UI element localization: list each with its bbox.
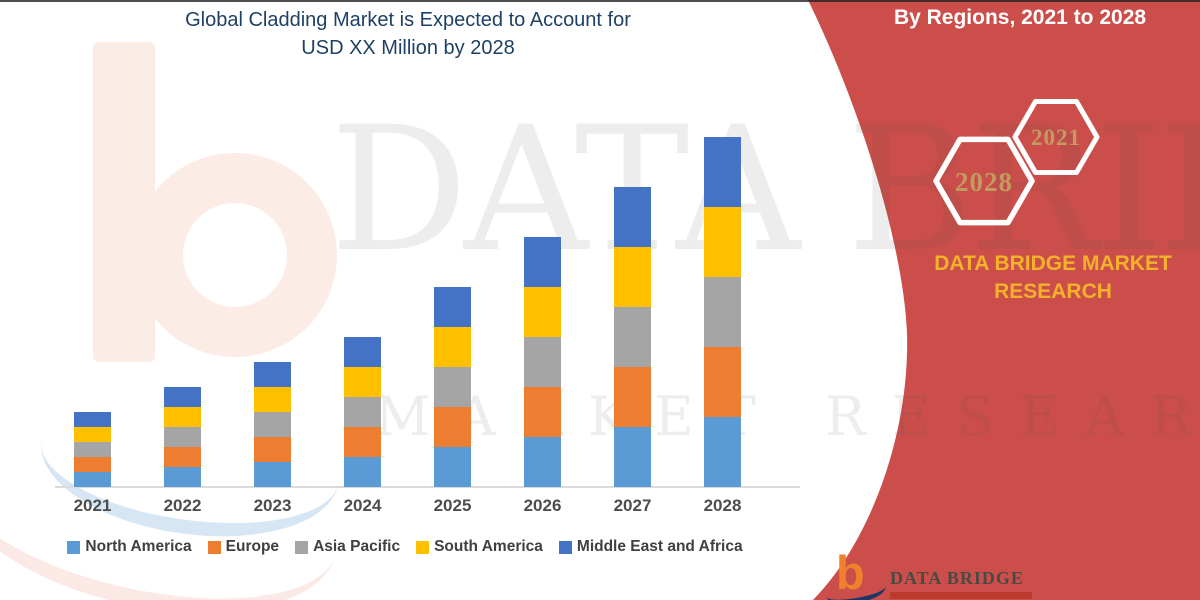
bar-segment-middle-east-and-africa	[524, 237, 561, 287]
stacked-bar-2026	[524, 237, 561, 487]
x-axis-line	[55, 486, 800, 488]
legend-swatch-south-america	[416, 540, 430, 554]
bar-segment-asia-pacific	[164, 427, 201, 447]
hexagon-2028-outline	[933, 136, 1035, 226]
top-border-line	[0, 0, 1200, 2]
bar-segment-south-america	[434, 327, 471, 367]
brand-line1: DATA BRIDGE MARKET	[934, 252, 1172, 275]
x-axis-label-2021: 2021	[73, 496, 112, 515]
stacked-bar-2024	[344, 337, 381, 487]
bar-segment-middle-east-and-africa	[614, 187, 651, 247]
watermark-sub-text: MARKET RESEARCH	[375, 385, 1200, 448]
legend-item-europe: Europe	[207, 538, 280, 556]
bar-segment-north-america	[614, 427, 651, 487]
stacked-bar-2028	[704, 137, 741, 487]
red-panel-shape	[808, 0, 1200, 600]
legend-swatch-europe	[207, 540, 221, 554]
stacked-bar-chart: 2021 2022 2023 2024 2025 2026 2027 2028	[73, 137, 742, 515]
stacked-bar-2025	[434, 287, 471, 487]
bar-segment-asia-pacific	[74, 442, 111, 457]
bar-segment-europe	[704, 347, 741, 417]
watermark-big-text: DATA BRIDGE	[330, 89, 1200, 290]
bar-segment-north-america	[524, 437, 561, 487]
x-axis-label-2023: 2023	[253, 496, 292, 515]
hexagon-2028-label: 2028	[955, 167, 1013, 197]
bar-segment-europe	[524, 387, 561, 437]
chart-title: Global Cladding Market is Expected to Ac…	[58, 6, 758, 62]
bar-segment-south-america	[704, 207, 741, 277]
bar-segment-asia-pacific	[614, 307, 651, 367]
bar-segment-north-america	[434, 447, 471, 487]
bar-segment-south-america	[344, 367, 381, 397]
watermark-logo-b-stem	[93, 42, 155, 362]
bar-segment-europe	[614, 367, 651, 427]
bar-segment-europe	[344, 427, 381, 457]
legend-label-europe: Europe	[225, 538, 280, 555]
x-axis-label-2022: 2022	[163, 496, 202, 515]
stacked-bar-2021	[74, 412, 111, 487]
legend-swatch-asia-pacific	[295, 540, 309, 554]
bar-segment-north-america	[344, 457, 381, 487]
chart-legend: North America Europe Asia Pacific South Ame…	[0, 538, 810, 556]
bar-segment-europe	[434, 407, 471, 447]
brand-line2: RESEARCH	[994, 280, 1112, 303]
x-axis-label-2026: 2026	[523, 496, 562, 515]
bar-segment-middle-east-and-africa	[344, 337, 381, 367]
chart-title-line1: Global Cladding Market is Expected to Ac…	[185, 9, 631, 31]
legend-label-south-america: South America	[434, 538, 543, 555]
bar-segment-asia-pacific	[704, 277, 741, 347]
chart-title-line2: USD XX Million by 2028	[301, 37, 515, 59]
bar-segment-north-america	[74, 472, 111, 487]
bar-segment-south-america	[614, 247, 651, 307]
bar-segment-asia-pacific	[254, 412, 291, 437]
x-axis-label-2028: 2028	[703, 496, 742, 515]
legend-item-south-america: South America	[416, 538, 543, 556]
legend-swatch-middle-east-and-africa	[558, 540, 572, 554]
legend-item-asia-pacific: Asia Pacific	[295, 538, 400, 556]
bar-segment-south-america	[524, 287, 561, 337]
small-logo-b-icon: b	[836, 546, 865, 599]
bar-segment-south-america	[74, 427, 111, 442]
brand-name: DATA BRIDGE MARKET RESEARCH	[928, 250, 1178, 306]
x-axis-label-2027: 2027	[613, 496, 652, 515]
legend-swatch-north-america	[67, 540, 81, 554]
stacked-bar-2027	[614, 187, 651, 487]
bar-segment-north-america	[704, 417, 741, 487]
bar-segment-south-america	[164, 407, 201, 427]
legend-label-middle-east-and-africa: Middle East and Africa	[576, 538, 743, 555]
bar-segment-north-america	[164, 467, 201, 487]
legend-item-middle-east-and-africa: Middle East and Africa	[558, 538, 743, 556]
stacked-bar-2022	[164, 387, 201, 487]
legend-label-north-america: North America	[85, 538, 192, 555]
bar-segment-middle-east-and-africa	[254, 362, 291, 387]
bar-segment-asia-pacific	[344, 397, 381, 427]
small-logo-text: DATA BRIDGE	[890, 568, 1024, 588]
bar-segment-asia-pacific	[524, 337, 561, 387]
small-logo-strip	[890, 592, 1032, 599]
hexagon-2021-label: 2021	[1031, 125, 1081, 150]
bar-segment-middle-east-and-africa	[164, 387, 201, 407]
stacked-bar-2023	[254, 362, 291, 487]
legend-item-north-america: North America	[67, 538, 192, 556]
bar-segment-europe	[74, 457, 111, 472]
legend-label-asia-pacific: Asia Pacific	[313, 538, 401, 555]
bar-segment-asia-pacific	[434, 367, 471, 407]
hexagon-2021-outline	[1012, 99, 1100, 175]
bar-segment-europe	[254, 437, 291, 462]
bar-segment-middle-east-and-africa	[704, 137, 741, 207]
bar-segment-middle-east-and-africa	[434, 287, 471, 327]
x-axis-label-2025: 2025	[433, 496, 472, 515]
bar-segment-south-america	[254, 387, 291, 412]
bar-segment-europe	[164, 447, 201, 467]
panel-heading: By Regions, 2021 to 2028	[893, 6, 1147, 29]
x-axis-label-2024: 2024	[343, 496, 382, 515]
bar-segment-middle-east-and-africa	[74, 412, 111, 427]
bar-segment-north-america	[254, 462, 291, 487]
